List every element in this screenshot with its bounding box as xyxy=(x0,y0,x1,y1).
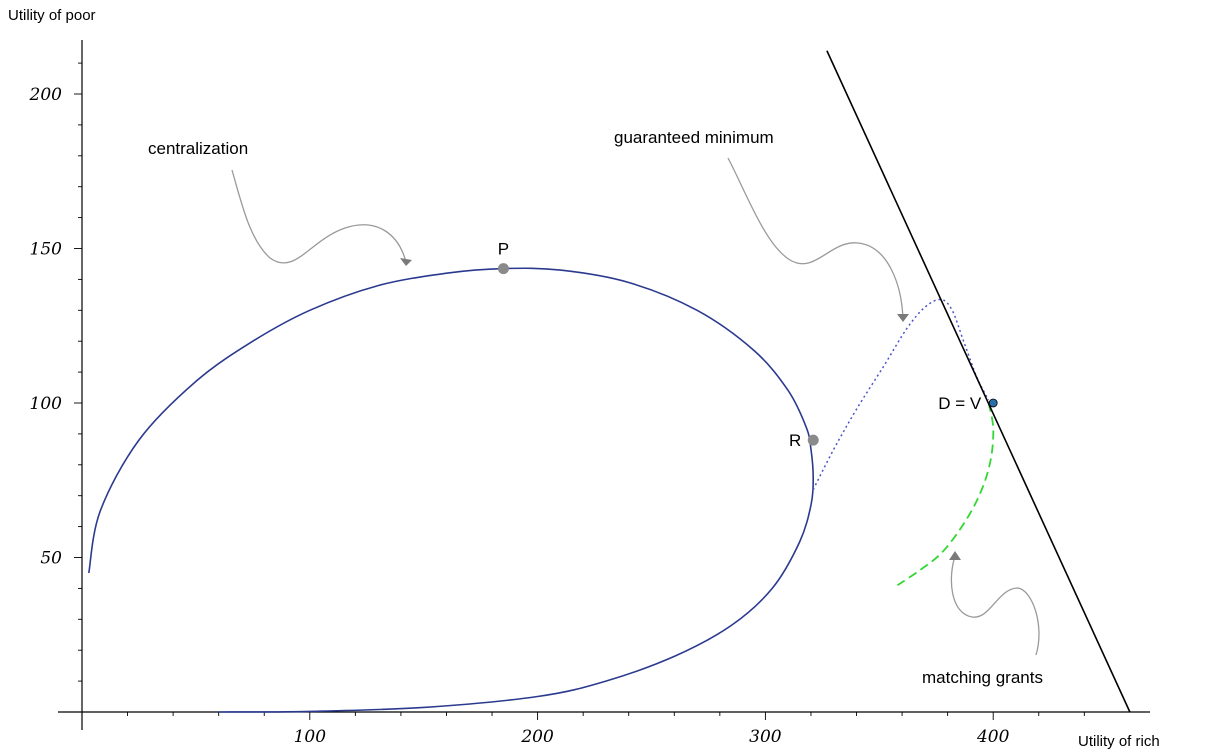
centralization-annotation: centralization xyxy=(148,139,248,158)
centralization-arrowhead xyxy=(400,258,412,266)
guaranteed-minimum-arrow xyxy=(727,157,904,321)
matching-grants-arrowhead xyxy=(949,551,961,560)
matching-grants-annotation: matching grants xyxy=(922,668,1043,687)
guaranteed-minimum-annotation: guaranteed minimum xyxy=(614,128,774,147)
matching-grants-curve xyxy=(896,402,995,587)
y-axis-title: Utility of poor xyxy=(8,7,96,24)
x-tick-label: 100 xyxy=(294,727,327,747)
matching-grants-arrow xyxy=(950,555,1040,656)
frontier-curve xyxy=(826,50,1131,713)
x-tick-label: 300 xyxy=(749,727,782,747)
labels-group: Utility of poor Utility of rich centrali… xyxy=(8,7,1160,750)
points-group: P R D = V xyxy=(497,240,998,450)
y-tick-label: 100 xyxy=(30,394,63,414)
y-tick-label: 200 xyxy=(29,85,63,105)
x-tick-label: 400 xyxy=(976,727,1010,747)
point-marker xyxy=(807,434,819,446)
point-marker xyxy=(497,263,509,275)
annotation-arrows xyxy=(231,157,1040,656)
centralization-curve xyxy=(88,267,815,713)
x-axis-title: Utility of rich xyxy=(1078,733,1160,750)
point-label: R xyxy=(789,431,801,450)
guaranteed-minimum-arrowhead xyxy=(897,314,909,322)
point-label: D = V xyxy=(938,394,982,413)
y-tick-label: 50 xyxy=(40,549,62,569)
point-label: P xyxy=(498,240,509,259)
point-marker xyxy=(988,398,998,408)
x-tick-label: 200 xyxy=(520,727,554,747)
ticks: 100 200 300 400 50 100 150 200 xyxy=(29,62,1085,747)
centralization-arrow xyxy=(231,169,407,264)
series-group xyxy=(88,50,1131,713)
y-tick-label: 150 xyxy=(30,240,63,260)
